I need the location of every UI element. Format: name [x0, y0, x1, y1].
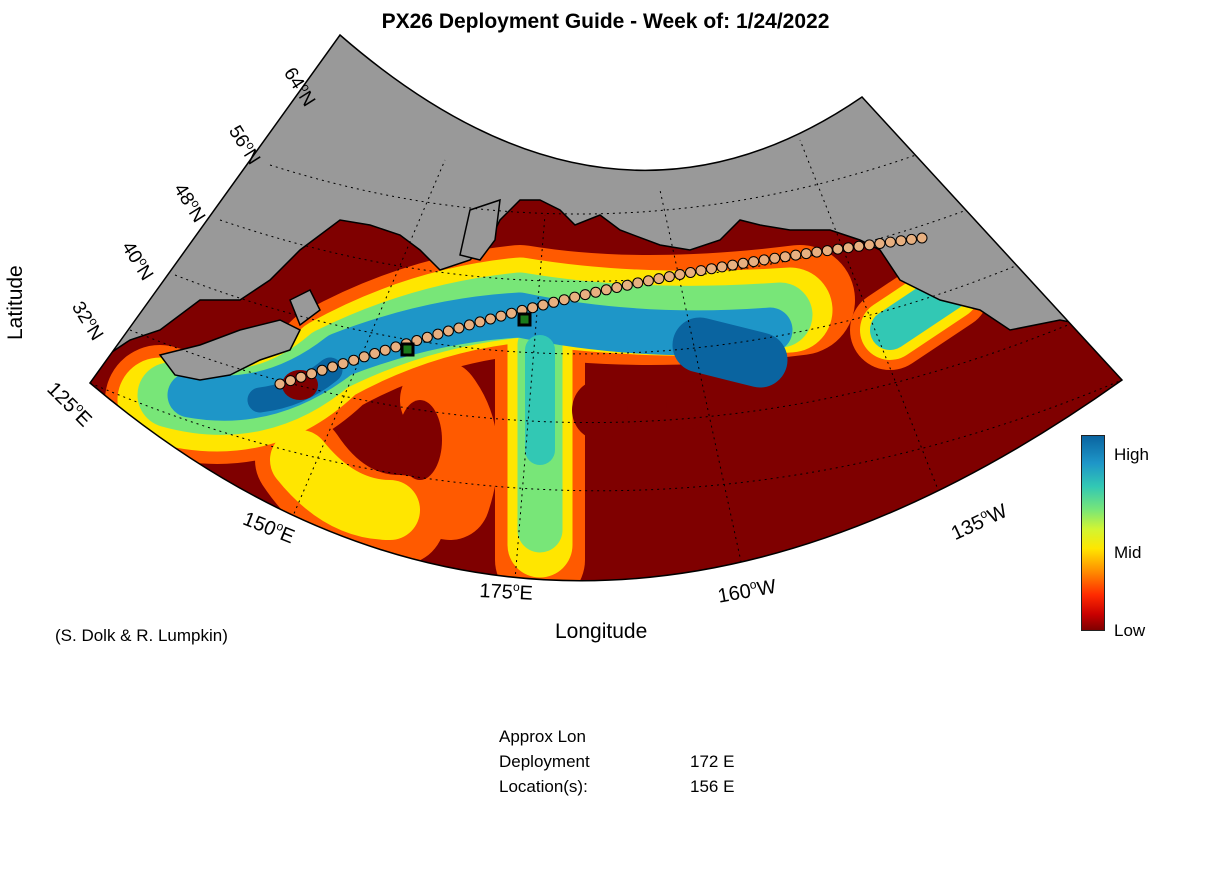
map-frame	[88, 33, 1124, 582]
track-point	[895, 235, 907, 247]
map-title: PX26 Deployment Guide - Week of: 1/24/20…	[381, 10, 830, 33]
track-point	[379, 344, 391, 356]
track-point	[632, 277, 644, 289]
track-point	[295, 371, 307, 383]
track-point	[474, 316, 486, 328]
track-point	[306, 368, 318, 380]
track-point	[695, 265, 707, 277]
track-point	[369, 348, 381, 359]
track-point	[579, 289, 591, 301]
track-point	[642, 275, 654, 287]
track-point	[758, 254, 770, 266]
deployment-info: Approx Lon Deployment 172 E Location(s):…	[499, 724, 759, 799]
track-point	[779, 251, 791, 263]
track-point	[495, 310, 507, 322]
track-point	[621, 279, 633, 291]
track-point	[811, 246, 823, 258]
track-point	[727, 259, 739, 271]
track-point	[716, 261, 728, 273]
y-axis-label: Latitude	[4, 265, 27, 340]
track-point	[884, 236, 896, 248]
track-point	[674, 269, 686, 280]
track-point	[390, 341, 402, 353]
track-point	[527, 302, 539, 314]
lon-label-175e: 175oE	[478, 579, 534, 605]
track-point	[842, 242, 854, 254]
deployment-markers	[400, 312, 532, 357]
ship-track	[274, 232, 928, 390]
track-point	[832, 243, 844, 255]
track-point	[769, 252, 781, 264]
track-point	[685, 267, 696, 278]
track-point	[327, 361, 339, 373]
track-point	[663, 271, 675, 283]
track-point	[548, 296, 560, 308]
track-point	[863, 239, 875, 251]
track-point	[432, 328, 444, 340]
track-point	[453, 322, 465, 334]
credit-text: (S. Dolk & R. Lumpkin)	[55, 626, 228, 645]
colorbar	[1081, 435, 1105, 631]
track-point	[506, 307, 517, 319]
track-point	[706, 263, 717, 275]
track-point	[316, 364, 328, 376]
track-point	[800, 248, 812, 260]
track-point	[285, 375, 296, 387]
track-point	[348, 354, 360, 366]
track-point	[590, 286, 602, 298]
track-point	[906, 233, 917, 245]
track-point	[558, 294, 570, 306]
track-point	[421, 331, 433, 343]
colorbar-low-label: Low	[1114, 621, 1146, 640]
track-point	[653, 273, 665, 285]
deployment-location-1: 172 E	[690, 752, 735, 771]
track-point	[274, 378, 286, 390]
x-axis-label: Longitude	[555, 620, 648, 643]
track-point	[442, 325, 454, 337]
track-point	[537, 299, 549, 311]
track-point	[611, 282, 623, 293]
track-point	[485, 313, 496, 325]
track-point	[358, 351, 370, 363]
track-point	[737, 257, 749, 269]
deployment-header-line1: Approx Lon	[499, 727, 586, 746]
track-point	[463, 319, 475, 331]
track-point	[748, 256, 760, 268]
track-point	[916, 232, 928, 244]
deployment-location-2: 156 E	[690, 777, 735, 796]
track-point	[790, 249, 802, 261]
colorbar-high-label: High	[1114, 445, 1149, 464]
deployment-marker-156e	[400, 342, 415, 357]
deployment-header-line2: Deployment	[499, 752, 590, 771]
track-point	[853, 240, 865, 252]
track-point	[600, 284, 612, 296]
colorbar-mid-label: Mid	[1114, 543, 1142, 562]
track-point	[874, 238, 886, 249]
deployment-header-line3: Location(s):	[499, 777, 588, 796]
track-point	[337, 358, 349, 370]
track-point	[569, 291, 581, 303]
deployment-marker-172e	[517, 312, 532, 327]
track-point	[821, 245, 833, 257]
